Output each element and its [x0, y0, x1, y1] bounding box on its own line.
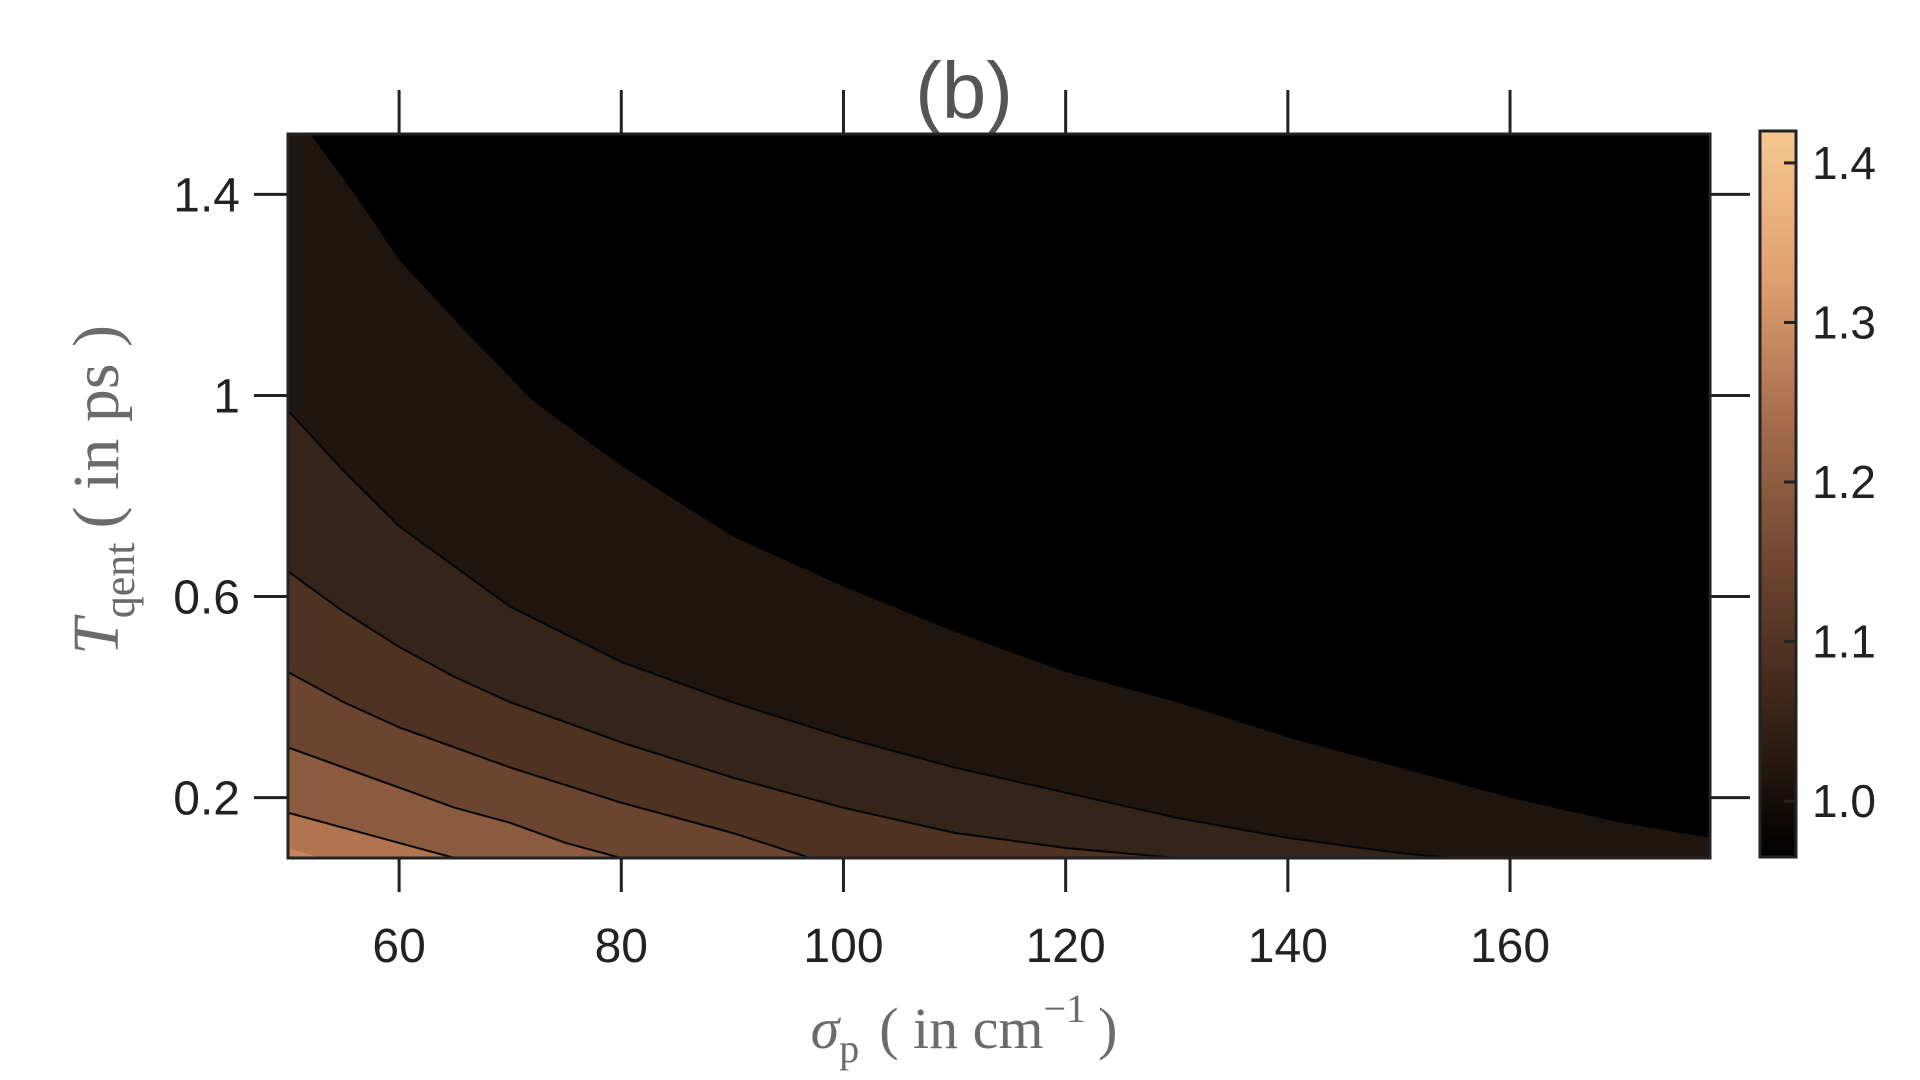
- x-label-symbol: σ: [811, 996, 842, 1061]
- contour-line-1: [288, 409, 1455, 858]
- colorbar-tick-label: 1.4: [1812, 137, 1876, 189]
- colorbar-tick-label: 1.1: [1812, 616, 1876, 668]
- y-tick-label: 0.6: [173, 572, 240, 625]
- contour-line-3: [288, 671, 811, 858]
- x-tick-label: 160: [1470, 920, 1550, 973]
- x-label-unit-open: ( in cm: [879, 996, 1043, 1061]
- y-tick-label: 0.2: [173, 773, 240, 826]
- x-axis-label: σp ( in cm−1): [811, 986, 1118, 1071]
- y-tick-label: 1: [213, 370, 240, 423]
- x-tick-label: 120: [1026, 920, 1106, 973]
- contour-line-5: [288, 811, 455, 858]
- x-tick-label: 80: [595, 920, 648, 973]
- plot-area: [286, 132, 1712, 860]
- colorbar-ticks: 1.0 1.1 1.2 1.3 1.4: [1784, 137, 1876, 827]
- x-label-unit-superscript: −1: [1044, 986, 1087, 1031]
- contour-line-4: [288, 746, 622, 858]
- x-label-unit-close: ): [1098, 996, 1117, 1061]
- y-axis-label: Tqent ( in ps ): [60, 325, 144, 655]
- y-label-symbol: T: [60, 614, 133, 655]
- y-label-unit: ( in ps ): [60, 325, 133, 528]
- x-tick-label: 60: [372, 920, 425, 973]
- contour-fill-6: [288, 847, 322, 858]
- contour-lines: [288, 409, 1455, 858]
- x-tick-label: 100: [803, 920, 883, 973]
- contour-line-2: [288, 570, 1177, 858]
- y-tick-label: 1.4: [173, 169, 240, 222]
- colorbar-fill: [1758, 129, 1798, 859]
- chart-title: (b): [915, 46, 1013, 135]
- y-axis: 0.2 0.6 1 1.4: [173, 169, 1750, 826]
- x-tick-label: 140: [1248, 920, 1328, 973]
- colorbar: 1.0 1.1 1.2 1.3 1.4: [1758, 129, 1876, 859]
- colorbar-tick-label: 1.2: [1812, 456, 1876, 508]
- colorbar-tick-label: 1.3: [1812, 296, 1876, 348]
- colorbar-tick-label: 1.0: [1812, 775, 1876, 827]
- y-label-subscript: qent: [95, 543, 144, 619]
- plot-frame: [286, 132, 1712, 860]
- contour-fill-4: [288, 747, 622, 858]
- x-axis: 60 80 100 120 140 160: [372, 90, 1550, 973]
- x-label-subscript: p: [839, 1026, 859, 1071]
